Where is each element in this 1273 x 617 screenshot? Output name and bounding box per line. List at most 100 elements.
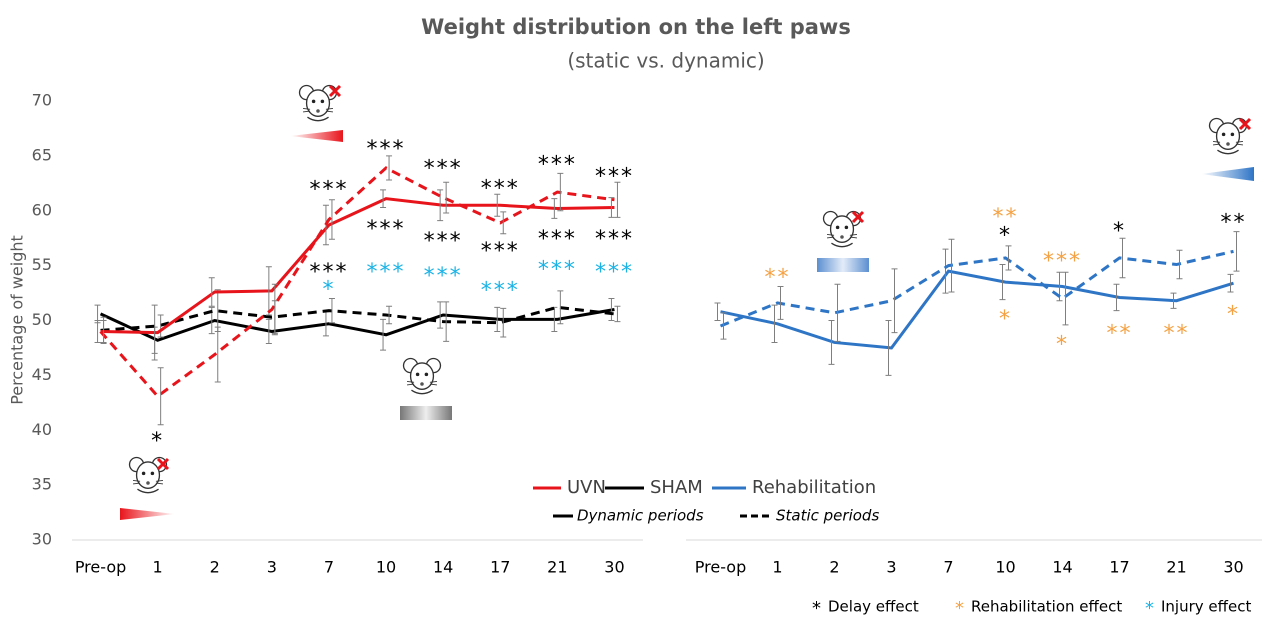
significance-marker: ** bbox=[1221, 210, 1247, 235]
error-bar bbox=[494, 193, 501, 217]
y-tick-label: 70 bbox=[32, 91, 52, 110]
rat-icon bbox=[1201, 117, 1254, 181]
error-bar bbox=[608, 298, 615, 321]
significance-marker: * bbox=[1227, 303, 1240, 328]
significance-marker: * bbox=[151, 429, 164, 454]
x-tick-label: 7 bbox=[324, 558, 334, 577]
x-tick-label: 3 bbox=[267, 558, 277, 577]
significance-marker: * bbox=[322, 277, 335, 302]
error-bar-line bbox=[828, 320, 835, 365]
series-line bbox=[99, 308, 615, 342]
x-tick-label: 1 bbox=[153, 558, 163, 577]
error-bar-line bbox=[437, 301, 444, 329]
series-line bbox=[720, 269, 1234, 350]
x-tick-label: 30 bbox=[1223, 558, 1243, 577]
error-bar bbox=[500, 307, 507, 338]
error-bar-line bbox=[885, 320, 892, 376]
error-bar-line bbox=[500, 211, 507, 235]
y-axis-label: Percentage of weight bbox=[8, 235, 27, 405]
error-bar bbox=[443, 301, 450, 342]
error-bar-line bbox=[100, 320, 107, 343]
x-tick-label: 21 bbox=[1166, 558, 1186, 577]
error-bar bbox=[1113, 283, 1120, 312]
error-bar-line bbox=[608, 197, 615, 218]
error-bar bbox=[94, 320, 101, 343]
error-bar-line bbox=[891, 268, 898, 334]
significance-marker: ** bbox=[1107, 321, 1133, 346]
error-bar bbox=[386, 305, 393, 325]
error-bar bbox=[100, 320, 107, 343]
error-bar-line bbox=[265, 266, 272, 316]
error-bar bbox=[157, 314, 164, 338]
significance-marker: * bbox=[999, 307, 1012, 332]
error-bar-line bbox=[500, 307, 507, 338]
error-bar bbox=[771, 304, 778, 343]
error-bar-line bbox=[942, 248, 949, 294]
error-bar bbox=[614, 305, 621, 323]
error-bar-line bbox=[494, 193, 501, 217]
error-bar-line bbox=[608, 298, 615, 321]
legend-symbol: * bbox=[1145, 598, 1154, 617]
error-bar-line bbox=[1170, 292, 1177, 309]
rat-icon bbox=[817, 210, 869, 272]
error-bar bbox=[828, 320, 835, 365]
y-tick-label: 45 bbox=[32, 365, 52, 384]
error-bar bbox=[1119, 237, 1126, 279]
error-bar bbox=[777, 285, 784, 320]
legend-label: UVN bbox=[567, 477, 606, 498]
error-bar bbox=[1233, 231, 1240, 272]
error-bar bbox=[380, 318, 387, 351]
legend-label: SHAM bbox=[650, 477, 703, 498]
error-bar bbox=[999, 264, 1006, 301]
significance-marker: *** bbox=[595, 164, 634, 189]
significance-marker: ** bbox=[993, 205, 1019, 230]
rat-icon bbox=[400, 357, 452, 420]
x-tick-label: 1 bbox=[772, 558, 782, 577]
error-bar bbox=[557, 172, 564, 212]
error-bar bbox=[151, 304, 158, 361]
error-bar bbox=[1170, 292, 1177, 309]
error-bar-line bbox=[777, 285, 784, 320]
significance-marker: *** bbox=[538, 258, 577, 283]
rat-icon bbox=[290, 84, 343, 142]
error-bar-line bbox=[151, 304, 158, 361]
error-bar bbox=[500, 211, 507, 235]
y-tick-label: 30 bbox=[32, 530, 52, 549]
legend-symbol: * bbox=[812, 598, 821, 617]
error-bar-line bbox=[720, 312, 727, 340]
error-bar-line bbox=[1062, 271, 1069, 326]
x-tick-label: 30 bbox=[604, 558, 624, 577]
error-bar bbox=[714, 302, 721, 321]
error-bar-line bbox=[265, 318, 272, 345]
significance-marker: *** bbox=[538, 152, 577, 177]
significance-marker: *** bbox=[367, 260, 406, 285]
error-bar bbox=[380, 189, 387, 208]
error-bar-line bbox=[1233, 231, 1240, 272]
x-tick-label: 10 bbox=[995, 558, 1015, 577]
series-line bbox=[99, 166, 615, 399]
error-bar-line bbox=[157, 314, 164, 338]
error-bar bbox=[1176, 249, 1183, 280]
error-bar bbox=[834, 283, 841, 342]
error-bar-line bbox=[214, 326, 221, 383]
error-bar bbox=[328, 298, 335, 324]
x-tick-label: 14 bbox=[1052, 558, 1072, 577]
error-bar-line bbox=[443, 181, 450, 214]
significance-marker: *** bbox=[367, 217, 406, 242]
error-bar-line bbox=[714, 302, 721, 321]
x-tick-label: 3 bbox=[886, 558, 896, 577]
series-line bbox=[100, 305, 615, 332]
error-bar-line bbox=[1176, 249, 1183, 280]
rat-icon bbox=[120, 456, 175, 520]
error-bar-line bbox=[1119, 237, 1126, 279]
significance-marker: * bbox=[1056, 332, 1069, 357]
error-bar-line bbox=[1005, 245, 1012, 271]
y-tick-label: 50 bbox=[32, 310, 52, 329]
error-bar bbox=[271, 283, 278, 336]
error-bar-line bbox=[557, 172, 564, 212]
error-bar-line bbox=[94, 320, 101, 343]
error-bar bbox=[608, 197, 615, 218]
error-bar-line bbox=[380, 318, 387, 351]
chart-subtitle: (static vs. dynamic) bbox=[567, 49, 764, 73]
y-tick-label: 40 bbox=[32, 420, 52, 439]
